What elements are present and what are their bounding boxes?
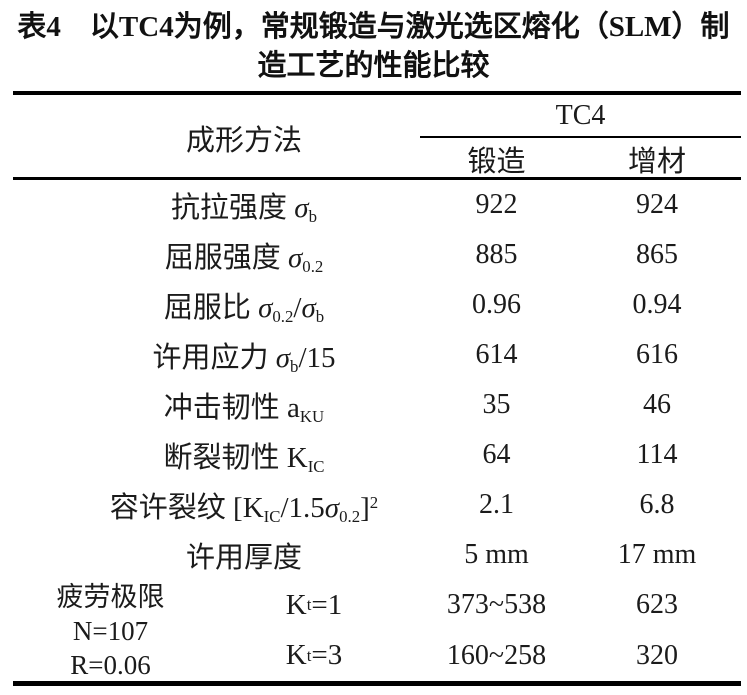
fatigue-label-line1: 疲劳极限 [56, 581, 165, 612]
cell-forging-value: 614 [475, 339, 518, 370]
table-row-tensile-strength: 抗拉强度 σb 922 924 [13, 180, 741, 230]
table-row-allowable-stress: 许用应力 σb/15 614 616 [13, 330, 741, 380]
cell-forging-value: 2.1 [479, 489, 514, 520]
row-label: 冲击韧性 aKU [163, 392, 325, 427]
table-caption-line1: 表4 以TC4为例，常规锻造与激光选区熔化（SLM）制 [17, 11, 730, 43]
table-row-fracture-toughness: 断裂韧性 KIC 64 114 [13, 430, 741, 480]
cell-forging-value: 885 [475, 239, 518, 270]
cell-forging-value: 64 [482, 439, 511, 470]
row-label: 屈服强度 σ0.2 [164, 242, 324, 277]
table-bottom-rule [13, 681, 741, 686]
cell-additive-value: 865 [636, 239, 678, 270]
table-header: 成形方法 TC4 锻造 增材 [13, 95, 741, 180]
header-group-tc4: TC4 锻造 增材 [420, 95, 741, 180]
cell-additive-value: 6.8 [639, 489, 675, 520]
cell-additive-value: 46 [643, 389, 671, 420]
cell-forging-value: 0.96 [472, 289, 521, 320]
row-label: 抗拉强度 σb [171, 192, 317, 227]
cell-forging-value: 373~538 [446, 589, 547, 621]
tc4-underline-rule [420, 136, 741, 138]
fatigue-limit-label: 疲劳极限 N=107 R=0.06 [13, 580, 208, 681]
cell-additive-value: 320 [636, 639, 678, 671]
performance-table: 成形方法 TC4 锻造 增材 抗拉强度 σb 922 924 屈服强度 σ0.2… [13, 91, 741, 686]
table-header-rule [13, 177, 741, 180]
table-row-impact-toughness: 冲击韧性 aKU 35 46 [13, 380, 741, 430]
cell-additive-value: 17 mm [617, 539, 697, 570]
cell-forging-value: 5 mm [464, 539, 529, 570]
fatigue-label-line2: N=107 [72, 615, 149, 646]
cell-additive-value: 0.94 [632, 289, 682, 320]
cell-forging-value: 922 [475, 189, 518, 220]
header-subcolumns: 锻造 增材 [420, 138, 741, 180]
cell-additive-value: 924 [636, 189, 678, 220]
cell-forging-value: 160~258 [446, 639, 547, 671]
table-row-yield-ratio: 屈服比 σ0.2/σb 0.96 0.94 [13, 280, 741, 330]
header-col-forging: 锻造 [467, 146, 526, 178]
table-body: 抗拉强度 σb 922 924 屈服强度 σ0.2 885 865 屈服比 σ0… [13, 180, 741, 681]
table-row-allowable-crack: 容许裂纹 [KIC/1.5σ0.2]2 2.1 6.8 [13, 480, 741, 530]
cell-forging-value: 35 [482, 389, 511, 420]
table-row-yield-strength: 屈服强度 σ0.2 885 865 [13, 230, 741, 280]
table-caption: 表4 以TC4为例，常规锻造与激光选区熔化（SLM）制 造工艺的性能比较 [0, 0, 747, 86]
row-label: 许用应力 σb/15 [152, 342, 336, 377]
cell-additive-value: 616 [636, 339, 678, 370]
row-label: 许用厚度 [185, 542, 302, 574]
table-row-allowable-thickness: 许用厚度 5 mm 17 mm [13, 530, 741, 580]
cell-additive-value: 114 [636, 439, 678, 470]
row-label: 容许裂纹 [KIC/1.5σ0.2]2 [109, 492, 379, 527]
table-top-rule [13, 91, 741, 95]
header-col-additive: 增材 [627, 146, 686, 178]
row-label: 断裂韧性 KIC [163, 442, 325, 477]
header-tc4-label: TC4 [555, 99, 606, 131]
fatigue-label-line3: R=0.06 [70, 649, 151, 680]
table-caption-line2: 造工艺的性能比较 [257, 50, 490, 82]
row-label: 屈服比 σ0.2/σb [163, 292, 325, 327]
cell-additive-value: 623 [636, 589, 678, 621]
header-forming-method: 成形方法 [185, 124, 302, 157]
